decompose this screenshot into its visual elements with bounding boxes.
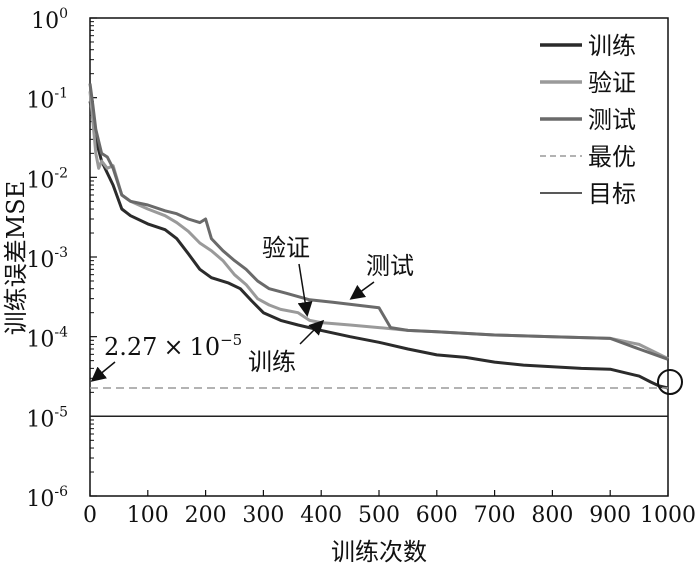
x-tick-label: 400 — [300, 503, 342, 528]
annotations: 2.27 × 10−5 验证 测试 训练 — [90, 234, 683, 395]
series-line-测试 — [88, 83, 669, 361]
best-value-mantissa: 2.27 — [104, 333, 157, 361]
test-arrow — [349, 281, 375, 300]
y-axis-ticks: 100 10-1 10-2 10-3 10-4 10-5 10-6 — [26, 6, 97, 512]
y-tick-label: 10-6 — [26, 484, 68, 512]
y-tick-label: 10-1 — [26, 86, 68, 114]
best-value-base: 10 — [190, 333, 221, 361]
x-tick-label: 300 — [242, 503, 284, 528]
y-tick-label: 10-2 — [26, 165, 68, 193]
x-tick-label: 200 — [185, 503, 227, 528]
best-value-exp: −5 — [220, 331, 242, 349]
y-tick-label: 10-3 — [26, 245, 68, 273]
x-tick-label: 100 — [127, 503, 169, 528]
series-layer — [88, 83, 669, 418]
legend-label: 测试 — [588, 106, 636, 134]
y-tick-label: 10-4 — [26, 325, 68, 353]
series-line-训练 — [88, 100, 669, 390]
y-axis-title: 训练误差MSE — [2, 181, 30, 336]
y-tick-label: 100 — [31, 6, 68, 34]
x-tick-label: 1000 — [640, 503, 696, 528]
training-arrow — [299, 319, 325, 345]
x-tick-label: 500 — [358, 503, 400, 528]
x-axis-ticks: 0 100 200 300 400 500 600 700 800 900 1000 — [83, 490, 696, 528]
best-value-times: × — [163, 333, 183, 361]
x-axis-title: 训练次数 — [331, 538, 427, 566]
x-tick-label: 900 — [589, 503, 631, 528]
x-tick-label: 0 — [83, 503, 97, 528]
legend-label: 最优 — [588, 143, 636, 171]
best-value-arrow — [90, 361, 116, 382]
legend-label: 目标 — [588, 180, 636, 208]
legend-label: 验证 — [588, 69, 636, 97]
series-line-验证 — [88, 91, 669, 360]
validation-annotation: 验证 — [262, 234, 310, 262]
x-tick-label: 600 — [416, 503, 458, 528]
best-value-label: 2.27 × 10−5 — [104, 331, 242, 361]
test-annotation: 测试 — [366, 252, 414, 280]
x-tick-label: 800 — [531, 503, 573, 528]
y-tick-label: 10-5 — [26, 404, 68, 432]
training-annotation: 训练 — [248, 348, 296, 376]
legend-label: 训练 — [588, 32, 636, 60]
validation-arrow — [297, 263, 313, 317]
end-point-circle — [657, 369, 683, 395]
x-tick-label: 700 — [474, 503, 516, 528]
